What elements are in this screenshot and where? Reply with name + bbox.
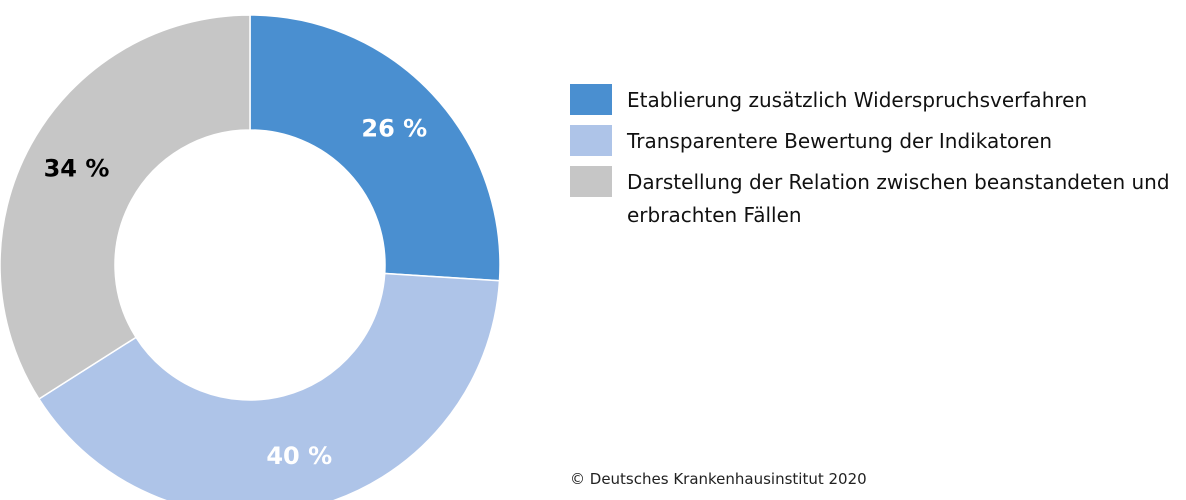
legend-swatch [570,125,612,156]
legend-label: Etablierung zusätzlich Widerspruchsverfa… [627,88,1088,112]
legend: Etablierung zusätzlich Widerspruchsverfa… [570,84,1182,240]
data-label: 40 % [266,442,332,470]
legend-label: Transparentere Bewertung der Indikatoren [627,129,1053,153]
donut-slice [0,14,251,400]
donut-slice [249,14,501,282]
legend-item: Etablierung zusätzlich Widerspruchsverfa… [570,84,1182,117]
source: © Deutsches Krankenhausinstitut 2020 [570,470,867,488]
legend-item: Darstellung der Relation zwischen beanst… [570,166,1182,232]
chart: 26 % 40 % 34 % [0,14,501,500]
legend-label: Darstellung der Relation zwischen beanst… [627,170,1170,227]
legend-swatch [570,84,612,115]
data-label: 26 % [361,114,427,142]
donut-slice [37,272,501,500]
legend-item: Transparentere Bewertung der Indikatoren [570,125,1182,158]
data-label: 34 % [44,155,110,183]
legend-swatch [570,166,612,197]
